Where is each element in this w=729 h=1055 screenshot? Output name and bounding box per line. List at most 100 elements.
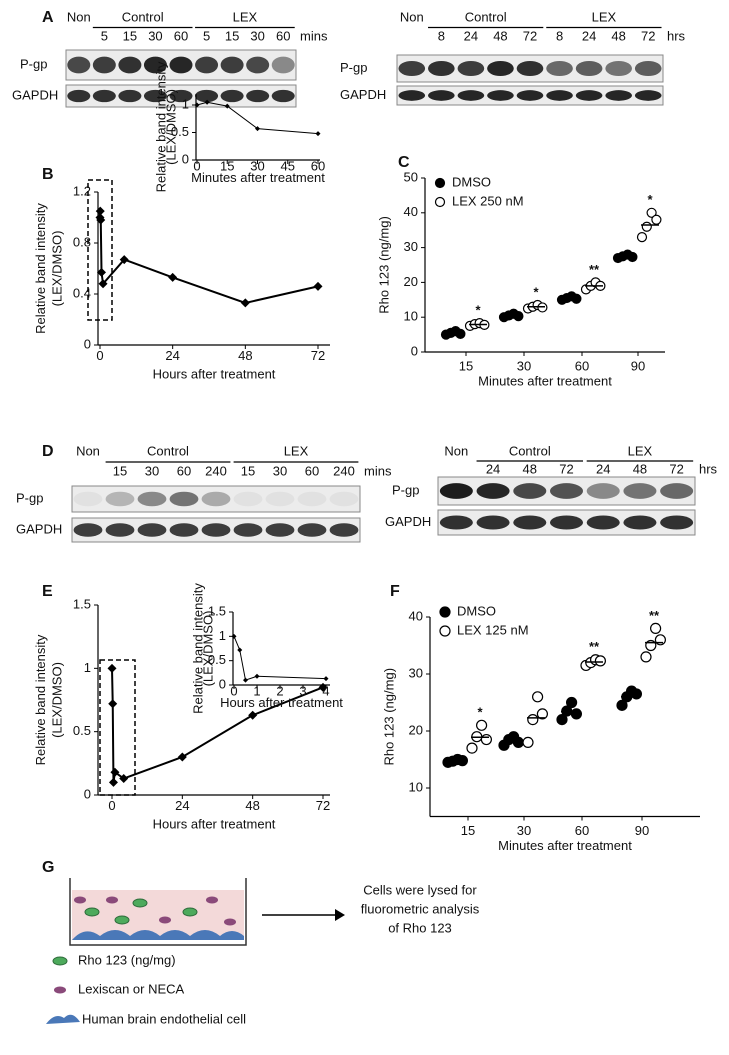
blot-band [586, 515, 620, 530]
y-tick-label: 10 [404, 309, 418, 324]
blot-band [398, 60, 426, 77]
arrow-head [335, 909, 345, 921]
lane-unit: mins [300, 28, 328, 43]
y-tick-label: 30 [409, 665, 423, 680]
lane-label: 24 [486, 461, 500, 476]
blot-band [246, 56, 270, 74]
endothelial-layer [72, 930, 244, 940]
blot-band [137, 523, 167, 537]
x-tick-label: 72 [316, 798, 330, 813]
blot-band [634, 60, 662, 77]
blot-band [660, 483, 694, 499]
blot-band [457, 90, 485, 101]
y-tick-label: 0 [84, 336, 91, 351]
blot-group: LEX [284, 443, 309, 458]
significance: * [475, 303, 481, 318]
significance: * [647, 192, 653, 207]
dot [616, 699, 628, 711]
dot [649, 622, 662, 635]
lane-label: 60 [174, 28, 188, 43]
x-tick-label: 90 [635, 823, 649, 838]
x-tick-label: 24 [165, 348, 179, 363]
blot-band [105, 491, 135, 507]
panel-label: B [42, 166, 54, 183]
y-axis-label: Relative band intensity [33, 634, 48, 765]
dot [536, 708, 549, 720]
lex-dot [206, 896, 218, 904]
lane-label: 30 [250, 28, 264, 43]
blot-band [513, 483, 547, 499]
rho-dot [84, 907, 100, 917]
y-axis-label: Rho 123 (ng/mg) [376, 216, 391, 314]
dot [640, 651, 652, 663]
blot-band [586, 483, 620, 499]
blot-row-label: GAPDH [385, 514, 431, 529]
legend-text: Human brain endothelial cell [82, 1011, 246, 1026]
blot-band [220, 56, 244, 74]
legend-marker [434, 177, 446, 189]
lane-label: 30 [145, 463, 159, 478]
blot-band [457, 60, 485, 77]
y-tick-label: 50 [404, 169, 418, 184]
blot-row-label: P-gp [340, 60, 367, 75]
blot-band [67, 56, 91, 74]
blot-band [246, 89, 270, 103]
point-marker [248, 710, 258, 720]
blot-band [265, 523, 295, 537]
lane-label: 48 [523, 461, 537, 476]
y-tick-label: 0 [84, 786, 91, 801]
y-axis-label: Rho 123 (ng/mg) [381, 668, 396, 766]
y-tick-label: 0 [411, 343, 418, 358]
result-text: Cells were lysed for [363, 882, 477, 897]
legend-text: Rho 123 (ng/mg) [78, 952, 176, 967]
lane-label: 24 [582, 28, 596, 43]
blot-band [605, 60, 632, 77]
x-tick-label: 30 [250, 159, 264, 174]
y-tick-label: 0.5 [73, 723, 91, 738]
x-tick-label: 0 [230, 684, 237, 699]
series-line [99, 211, 319, 304]
y-tick-label: 20 [409, 722, 423, 737]
point-marker [243, 677, 248, 683]
y-tick-label: 0.5 [171, 124, 189, 139]
y-axis-label: (LEX/DMSO) [49, 662, 64, 738]
significance: ** [649, 608, 660, 623]
panel-label: A [42, 9, 54, 26]
significance: ** [589, 639, 600, 654]
blot-band [546, 90, 573, 101]
y-axis-label: (LEX/DMSO) [49, 231, 64, 307]
panel-label: G [42, 859, 54, 876]
dot [636, 232, 648, 243]
lane-unit: mins [364, 463, 392, 478]
zoom-box [87, 179, 113, 321]
lex-dot [74, 896, 86, 904]
x-tick-label: 60 [575, 823, 589, 838]
x-tick-label: 30 [517, 358, 531, 373]
y-axis-label: (LEX/DMSO) [200, 611, 215, 687]
blot-row-label: GAPDH [12, 87, 58, 102]
dot [556, 713, 568, 726]
lex-dot [159, 916, 171, 924]
panel-label: D [42, 443, 54, 460]
blot-band [195, 56, 219, 74]
x-tick-label: 0 [108, 798, 115, 813]
point-marker [204, 99, 210, 105]
lane-label: 5 [101, 28, 108, 43]
x-tick-label: 60 [311, 159, 325, 174]
x-tick-label: 15 [461, 823, 475, 838]
point-marker [313, 281, 323, 291]
blot-row-label: P-gp [16, 490, 43, 505]
point-marker [177, 752, 187, 762]
point-marker [97, 267, 107, 277]
legend-label: DMSO [452, 174, 491, 189]
blot-group: Control [147, 443, 189, 458]
dot [651, 214, 662, 225]
lane-label: 72 [523, 28, 537, 43]
panel-g-diagram: Cells were lysed for fluorometric analys… [46, 878, 480, 1026]
dot [512, 736, 525, 749]
blot-row-label: GAPDH [340, 87, 386, 102]
blot-band [439, 483, 473, 499]
legend-label: LEX 125 nM [457, 622, 529, 637]
blot-band [67, 89, 91, 103]
x-tick-label: 72 [311, 348, 325, 363]
